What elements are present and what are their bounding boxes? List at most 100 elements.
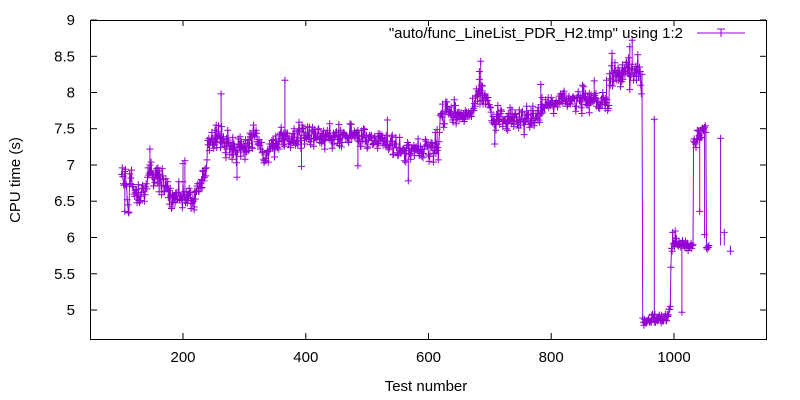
data-point	[361, 126, 369, 133]
data-point	[319, 137, 327, 145]
data-point	[299, 125, 307, 133]
data-point	[290, 125, 298, 133]
data-point	[407, 155, 415, 163]
data-point	[146, 161, 154, 169]
x-tick-label: 400	[293, 349, 318, 366]
data-point	[447, 103, 455, 111]
data-point	[637, 81, 645, 89]
data-point	[391, 140, 399, 148]
data-point	[231, 142, 239, 150]
data-point	[316, 139, 324, 146]
data-point	[285, 136, 293, 144]
data-point	[445, 107, 453, 115]
data-point	[623, 58, 631, 66]
data-point	[587, 91, 595, 99]
data-point	[187, 205, 195, 212]
data-point	[547, 94, 555, 102]
data-point	[589, 98, 597, 106]
data-point	[692, 144, 700, 152]
data-point	[214, 128, 222, 136]
data-point	[352, 130, 359, 138]
data-point	[689, 241, 697, 249]
data-point	[275, 131, 283, 139]
data-point	[475, 90, 483, 98]
data-point	[450, 96, 458, 104]
data-point	[471, 102, 479, 110]
data-point	[524, 111, 532, 119]
data-point	[428, 144, 436, 152]
data-point	[264, 158, 272, 166]
data-point	[550, 110, 558, 117]
data-point	[221, 149, 229, 157]
data-point	[566, 100, 574, 108]
data-point	[619, 75, 627, 83]
data-point	[364, 143, 372, 151]
data-point	[147, 158, 155, 166]
data-point	[335, 120, 343, 128]
data-point	[307, 135, 315, 143]
data-point	[726, 247, 734, 255]
data-point	[517, 121, 524, 129]
data-point	[142, 180, 150, 188]
data-point	[631, 69, 639, 77]
data-point	[668, 247, 676, 255]
data-point	[475, 68, 483, 75]
data-point	[412, 143, 420, 151]
data-point	[312, 129, 320, 137]
data-point	[148, 169, 156, 177]
data-point	[530, 122, 538, 130]
data-point	[140, 197, 148, 205]
data-point	[401, 157, 409, 165]
data-point	[469, 94, 477, 102]
data-point	[158, 165, 166, 173]
y-axis-ticks: 5 5.5 6 6.5 7 7.5 8 8.5 9	[54, 12, 766, 319]
data-point	[354, 126, 362, 134]
data-point	[405, 141, 413, 149]
data-point	[666, 302, 674, 310]
data-point	[139, 181, 146, 189]
data-point	[453, 114, 461, 122]
data-point	[124, 201, 132, 209]
data-point	[166, 184, 174, 192]
data-point	[303, 132, 311, 140]
data-point	[123, 182, 131, 190]
data-point	[160, 188, 168, 196]
data-point	[347, 120, 355, 128]
data-point	[221, 138, 229, 146]
data-point	[590, 77, 598, 85]
data-point	[428, 139, 436, 147]
data-point	[529, 102, 537, 110]
data-point	[127, 174, 135, 182]
data-point	[585, 109, 593, 117]
data-point	[201, 173, 208, 181]
data-point	[209, 134, 217, 142]
data-point	[688, 242, 696, 249]
data-point	[421, 136, 429, 144]
data-point	[606, 70, 613, 78]
data-point	[253, 129, 261, 137]
data-point	[385, 146, 393, 154]
data-point	[224, 126, 232, 134]
y-tick-label: 5	[67, 302, 75, 319]
data-point	[483, 97, 491, 104]
data-point	[523, 102, 531, 110]
data-point	[281, 76, 289, 84]
data-point	[344, 137, 352, 145]
data-point	[554, 100, 562, 108]
data-point	[720, 228, 728, 236]
data-point	[664, 313, 672, 320]
data-point	[245, 147, 253, 154]
data-point	[481, 90, 489, 98]
data-point	[268, 136, 276, 144]
data-point	[617, 83, 625, 91]
data-point	[386, 141, 394, 149]
data-point	[136, 192, 144, 200]
data-point	[164, 178, 172, 186]
data-point	[161, 183, 169, 191]
data-point	[504, 110, 512, 117]
data-point	[185, 184, 193, 192]
data-point	[693, 126, 701, 134]
data-point	[121, 165, 129, 173]
data-point	[348, 134, 356, 142]
